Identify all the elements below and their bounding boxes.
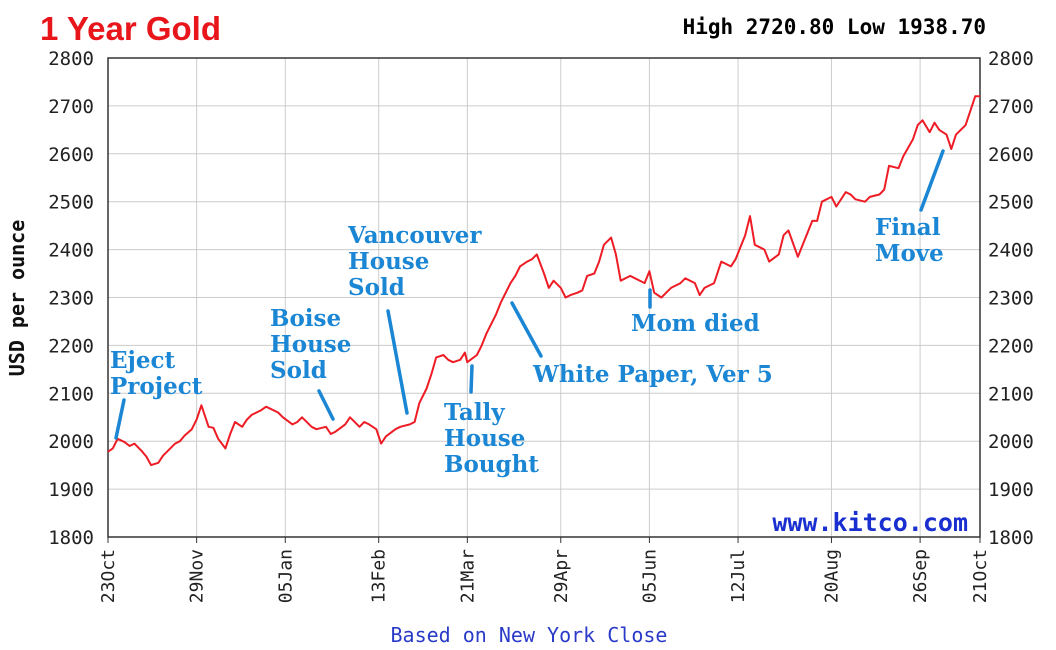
x-tick-label: 23Oct: [98, 549, 119, 603]
annotation-label: Sold: [270, 357, 327, 384]
annotation-label: Bought: [444, 451, 539, 478]
x-tick-label: 20Aug: [821, 549, 842, 603]
y-axis-left: 1800 1900 2000 2100 2200 2300 2400 2500 2600 2700…: [48, 48, 94, 549]
high-low-readout: High 2720.80 Low 1938.70: [683, 15, 986, 39]
gold-price-line: [107, 95, 980, 467]
x-tick-label: 05Jan: [275, 549, 296, 603]
x-tick-label: 05Jun: [639, 549, 660, 603]
annotation-label: House: [270, 331, 351, 358]
annotation-label: Mom died: [631, 310, 760, 337]
annotation-label: Boise: [270, 305, 341, 332]
annotation-label: Eject: [110, 347, 175, 374]
y-tick-label-left: 2000: [48, 431, 94, 453]
x-tick-label: 29Apr: [551, 549, 572, 603]
x-tick-label: 13Feb: [369, 549, 390, 603]
y-tick-label-left: 2300: [48, 288, 94, 310]
y-tick-label-left: 2200: [48, 335, 94, 357]
x-tick-label: 29Nov: [187, 549, 208, 603]
plot-frame: [107, 57, 981, 538]
y-tick-label-left: 2100: [48, 383, 94, 405]
y-tick-label-right: 2500: [988, 192, 1034, 214]
y-tick-label-right: 2700: [988, 96, 1034, 118]
annotation-pointer: [114, 398, 126, 440]
annotations: EjectProjectBoiseHouseSoldVancouverHouse…: [110, 149, 945, 478]
x-tick-label: 26Sep: [910, 549, 931, 603]
annotation-label: Move: [875, 240, 944, 267]
annotation-label: Sold: [348, 274, 405, 301]
y-tick-label-right: 2100: [988, 383, 1034, 405]
annotation-label: White Paper, Ver 5: [532, 361, 773, 388]
x-axis: 23Oct 29Nov 05Jan 13Feb 21Mar 29Apr 05Jun 12Jul…: [98, 537, 991, 603]
y-tick-label-right: 2800: [988, 48, 1034, 70]
x-tick-label: 21Mar: [457, 549, 478, 603]
annotation-pointer: [510, 301, 543, 358]
y-tick-label-left: 1800: [48, 527, 94, 549]
x-tick-label: 12Jul: [728, 549, 749, 603]
footer-note: Based on New York Close: [391, 623, 668, 647]
annotation-label: Final: [875, 214, 941, 241]
annotation-label: House: [444, 425, 525, 452]
y-tick-label-right: 2400: [988, 240, 1034, 262]
y-tick-label-right: 2300: [988, 288, 1034, 310]
watermark-kitco: www.kitco.com: [772, 508, 968, 537]
y-tick-label-left: 2600: [48, 144, 94, 166]
annotation-label: Tally: [444, 399, 505, 426]
annotation-pointer: [317, 389, 335, 421]
y-tick-label-left: 2800: [48, 48, 94, 70]
y-tick-label-right: 2200: [988, 335, 1034, 357]
annotation-pointer: [919, 149, 945, 212]
y-tick-label-right: 1800: [988, 527, 1034, 549]
y-tick-label-right: 2600: [988, 144, 1034, 166]
y-tick-label-right: 1900: [988, 479, 1034, 501]
y-tick-label-left: 2400: [48, 240, 94, 262]
chart-title: 1 Year Gold: [40, 10, 221, 47]
annotation-label: Vancouver: [347, 222, 482, 249]
annotation-pointer: [469, 364, 474, 394]
annotation-label: Project: [110, 373, 203, 400]
y-tick-label-left: 2500: [48, 192, 94, 214]
annotation-label: House: [348, 248, 429, 275]
annotation-pointer: [386, 309, 409, 415]
y-axis-label: USD per ounce: [5, 220, 29, 377]
y-tick-label-right: 2000: [988, 431, 1034, 453]
y-tick-label-left: 2700: [48, 96, 94, 118]
y-tick-label-left: 1900: [48, 479, 94, 501]
x-tick-label: 21Oct: [970, 549, 991, 603]
y-axis-right: 1800 1900 2000 2100 2200 2300 2400 2500 2600 2700…: [988, 48, 1034, 549]
